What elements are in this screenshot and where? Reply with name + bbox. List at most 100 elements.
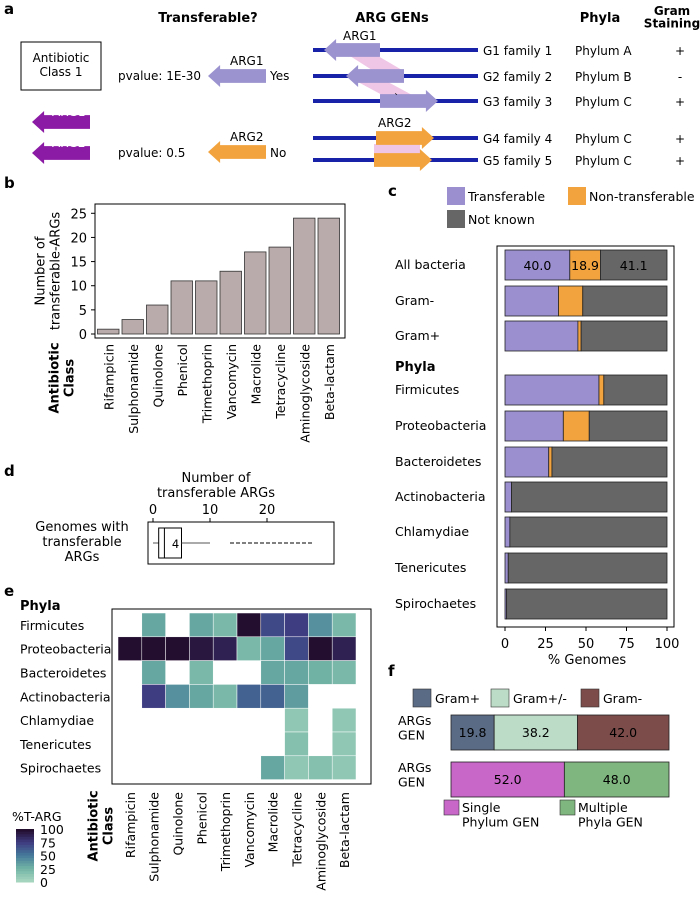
- e-colorbar-step: [16, 868, 34, 872]
- e-colorbar-step: [16, 839, 34, 843]
- e-cell: [331, 755, 357, 780]
- gen-phylum-3: Phylum C: [575, 95, 632, 109]
- c-bar-segment: [600, 249, 668, 281]
- c-bar-segment: [551, 446, 668, 478]
- e-colorbar-step: [16, 847, 34, 851]
- e-cell: [284, 612, 309, 638]
- f-legend-label: Gram+/-: [513, 691, 567, 706]
- f-bar2-segment: [450, 761, 565, 798]
- arg1-row-label: ARG1: [230, 54, 263, 68]
- b-bar-vancomycin: [219, 270, 242, 335]
- header-arg-gens: ARG GENs: [355, 11, 429, 26]
- e-col-label: Beta-lactam: [337, 792, 352, 868]
- b-bar-sulphonamide: [121, 319, 144, 335]
- c-legend-swatch-nontransferable: [568, 187, 586, 205]
- b-ylabel: Number oftransferable-ARGs: [34, 212, 64, 331]
- f-legend2-label: Multiple Phyla GEN: [578, 800, 643, 829]
- c-row-label-all bacteria: All bacteria: [395, 257, 466, 272]
- e-col-label: Tetracycline: [290, 792, 305, 868]
- gen5-arg-arrow: [374, 149, 432, 171]
- c-row-label-spirochaetes: Spirochaetes: [395, 596, 476, 611]
- b-xtick-label: Phenicol: [175, 344, 190, 397]
- e-cell: [260, 684, 285, 709]
- e-col-label: Sulphonamide: [147, 792, 162, 882]
- gen-gram-2: -: [678, 70, 682, 84]
- c-xtick-label: 25: [537, 637, 554, 652]
- e-col-label: Quinolone: [171, 792, 186, 856]
- arg2-left-label: ARG2: [52, 136, 85, 150]
- e-colorbar-tick: 25: [40, 862, 56, 877]
- b-ytick-label: 15: [70, 256, 87, 271]
- gen-name-4: G4 family 4: [483, 132, 552, 146]
- c-bar-segment: [504, 410, 564, 442]
- arg2-row-arrow: [208, 141, 266, 163]
- e-colorbar-label: %T-ARG: [12, 809, 62, 824]
- panel-c: c Transferable Non-transferable Not known 40…: [388, 182, 695, 668]
- e-cell: [236, 636, 262, 661]
- c-xtick-label: 100: [655, 637, 680, 652]
- e-colorbar-step: [16, 871, 34, 875]
- c-bar-segment: [582, 285, 668, 317]
- e-colorbar-tick: 50: [40, 849, 56, 864]
- e-colorbar-step: [16, 836, 34, 841]
- gen-gram-4: +: [675, 132, 685, 146]
- e-colorbar-step: [16, 855, 34, 859]
- f-legend-label: Gram+: [435, 691, 480, 706]
- e-colorbar-tick: 0: [40, 875, 48, 890]
- e-cell: [165, 636, 190, 661]
- panel-label-d: d: [4, 462, 15, 480]
- e-cell: [141, 684, 166, 709]
- c-legend-swatch-notknown: [447, 210, 465, 228]
- b-xtick-label: Sulphonamide: [126, 344, 141, 434]
- c-bar-segment: [504, 481, 512, 513]
- e-cell: [308, 660, 333, 685]
- f-bar2-value: 48.0: [603, 772, 631, 787]
- e-cell: [260, 755, 285, 780]
- e-cell: [189, 612, 214, 638]
- e-cell: [284, 755, 309, 780]
- b-bar-phenicol: [170, 280, 193, 335]
- d-xtick-label: 0: [149, 503, 157, 518]
- e-cell: [189, 684, 214, 709]
- e-cell: [308, 755, 333, 780]
- e-colorbar-step: [16, 844, 34, 849]
- b-ytick-label: 20: [70, 231, 87, 246]
- b-bar-macrolide: [244, 251, 267, 335]
- c-xtick-label: 50: [578, 637, 595, 652]
- b-xtick-label: Beta-lactam: [322, 344, 337, 420]
- c-row-label-gram-: Gram-: [395, 293, 434, 308]
- e-colorbar-step: [16, 834, 34, 838]
- e-colorbar-step: [16, 852, 34, 856]
- b-xtick-label: Aminoglycoside: [297, 344, 312, 443]
- e-cell: [260, 636, 285, 661]
- e-cell: [260, 660, 285, 685]
- header-gram-staining: Gram Staining: [644, 4, 700, 31]
- c-bar-segment: [603, 374, 668, 406]
- gen-phylum-5: Phylum C: [575, 154, 632, 168]
- e-row-label-firmicutes: Firmicutes: [20, 618, 84, 633]
- connector-2: [358, 82, 414, 96]
- e-row-label-proteobacteria: Proteobacteria: [20, 642, 111, 657]
- gen4-arg-arrow: [376, 127, 434, 149]
- c-bar-segment: [504, 320, 579, 352]
- gen-phylum-1: Phylum A: [575, 44, 632, 58]
- e-cell: [141, 636, 166, 661]
- c-bar-segment: [504, 552, 509, 584]
- b-bar-rifampicin: [97, 328, 120, 335]
- f-bar1-segment: [493, 714, 578, 751]
- b-xtick-label: Trimethoprin: [199, 344, 214, 424]
- gen-phylum-4: Phylum C: [575, 132, 632, 146]
- b-bar-beta-lactam: [317, 217, 340, 335]
- e-cell: [260, 612, 285, 638]
- e-row-label-actinobacteria: Actinobacteria: [20, 689, 110, 704]
- e-row-label-bacteroidetes: Bacteroidetes: [20, 666, 106, 681]
- gen1-arg-arrow: [324, 39, 380, 61]
- class-box: [20, 41, 102, 91]
- panel-e: e Phyla Firmicutes Proteobacteria Bacteroide…: [4, 582, 372, 891]
- gen-name-2: G2 family 2: [483, 70, 552, 84]
- f-legend2-swatch: [559, 799, 576, 816]
- c-bar-segment: [558, 285, 584, 317]
- e-colorbar-step: [16, 879, 34, 883]
- panel-label-a: a: [4, 0, 14, 18]
